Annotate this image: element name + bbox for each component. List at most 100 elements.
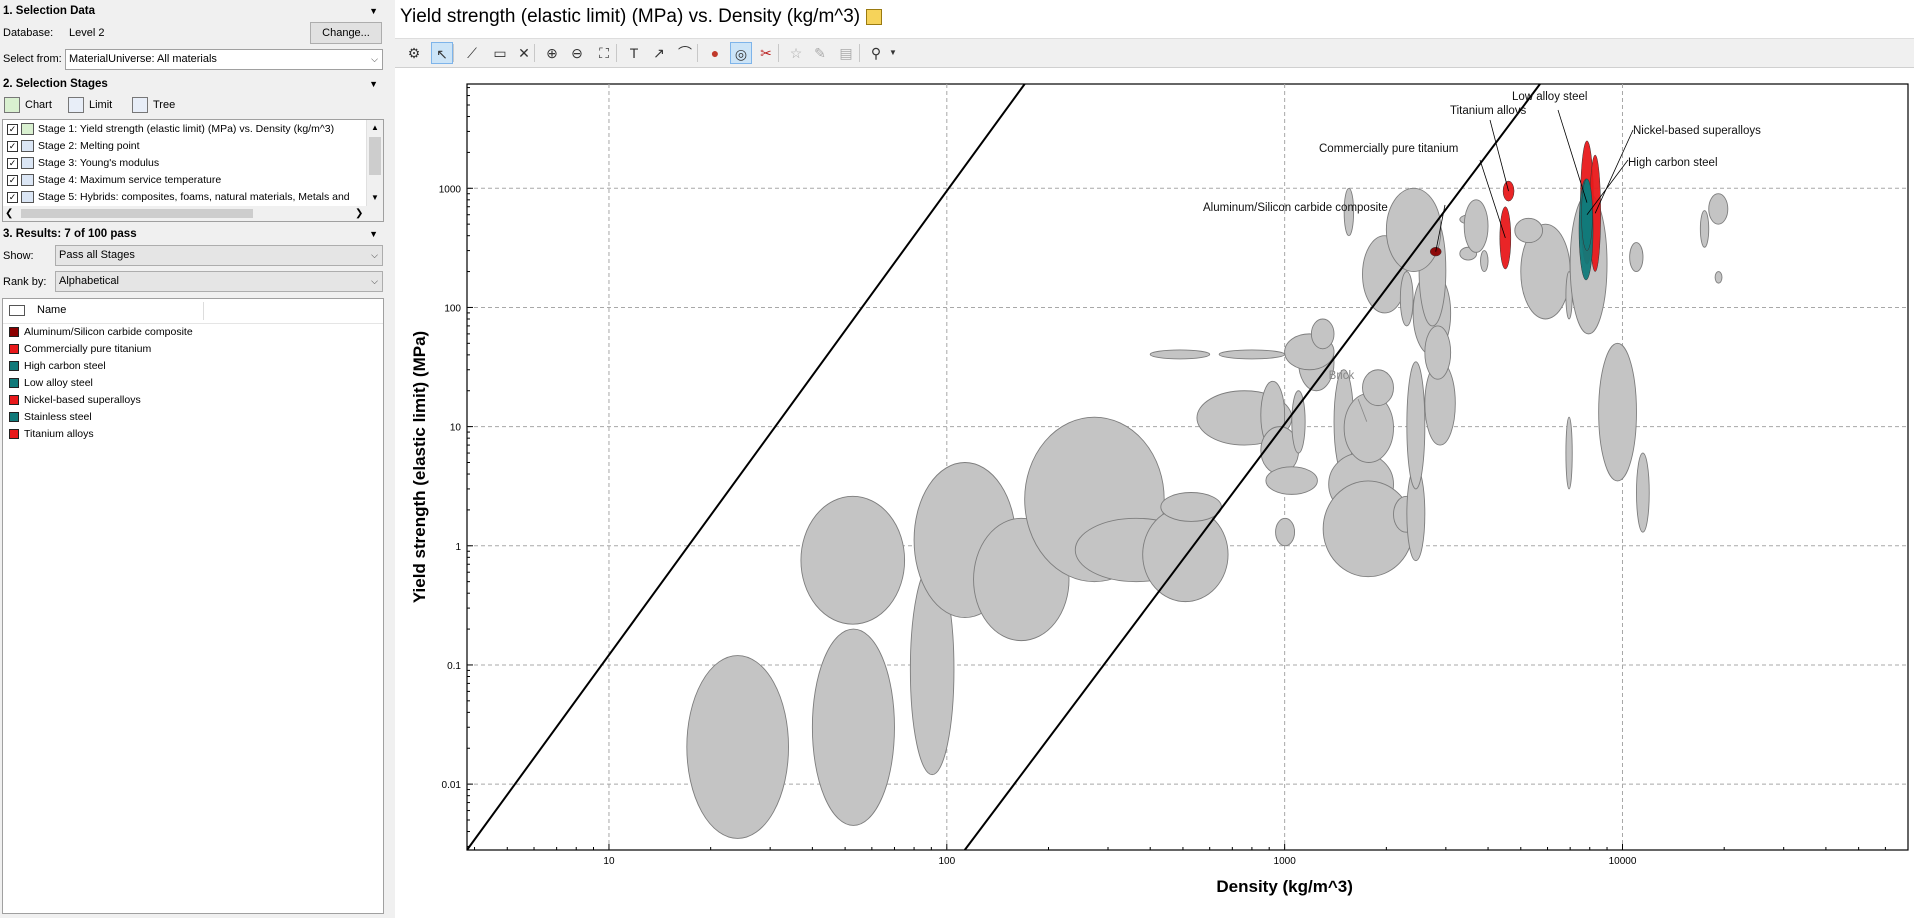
material-bubble[interactable] — [1310, 318, 1335, 350]
select-arrow-icon[interactable]: ↖ — [431, 42, 453, 64]
stage-item[interactable]: ✓ Stage 2: Melting point — [7, 138, 140, 155]
scissors-icon[interactable]: ✂ — [760, 45, 772, 61]
checkbox-checked-icon[interactable]: ✓ — [7, 123, 18, 135]
curve-icon[interactable]: ⌒ — [678, 45, 692, 61]
result-item[interactable]: Commercially pure titanium — [9, 341, 151, 358]
selection-line-icon[interactable]: ⟋ — [467, 45, 477, 61]
material-bubble[interactable] — [1629, 242, 1644, 273]
material-bubble[interactable] — [1218, 349, 1286, 360]
scroll-thumb[interactable] — [21, 209, 253, 218]
chart-stage-button[interactable]: Chart — [4, 95, 52, 115]
stage-item[interactable]: ✓ Stage 1: Yield strength (elastic limit)… — [7, 121, 334, 138]
selection-stages-header[interactable]: 2. Selection Stages ▼ — [0, 75, 386, 93]
text-label-icon[interactable]: T — [629, 45, 639, 61]
results-header[interactable]: 3. Results: 7 of 100 pass ▼ — [0, 225, 386, 243]
material-bubble[interactable] — [1343, 392, 1394, 463]
paint-icon[interactable]: ✎ — [814, 45, 826, 61]
box-select-icon[interactable]: ▭ — [493, 45, 507, 61]
checkbox-checked-icon[interactable]: ✓ — [7, 174, 18, 186]
overlap-icon[interactable]: ◎ — [730, 42, 752, 64]
result-item[interactable]: Low alloy steel — [9, 375, 93, 392]
material-bubble[interactable] — [1699, 210, 1710, 248]
checkbox-checked-icon[interactable]: ✓ — [7, 140, 18, 152]
material-bubble[interactable] — [1598, 342, 1637, 482]
material-bubble[interactable] — [1385, 187, 1442, 273]
material-bubble[interactable] — [1636, 452, 1650, 533]
material-label[interactable]: Commercially pure titanium — [1319, 143, 1458, 155]
highlighted-material-bubble[interactable] — [1429, 246, 1442, 257]
arrow-icon[interactable]: ↗ — [653, 45, 665, 61]
material-bubble[interactable] — [1565, 416, 1573, 490]
selection-guideline[interactable] — [963, 84, 1541, 850]
results-column-header[interactable]: Name — [3, 299, 383, 324]
material-bubble[interactable] — [1480, 250, 1489, 273]
material-bubble[interactable] — [1291, 390, 1306, 454]
material-bubble[interactable] — [1714, 271, 1723, 284]
result-item[interactable]: Nickel-based superalloys — [9, 392, 141, 409]
material-label[interactable]: Nickel-based superalloys — [1633, 125, 1761, 137]
zoom-in-icon[interactable]: ⊕ — [546, 45, 558, 61]
results-list[interactable]: Name Aluminum/Silicon carbide composite C… — [2, 298, 384, 914]
material-bubble[interactable] — [1463, 199, 1489, 253]
selection-data-header[interactable]: 1. Selection Data ▼ — [0, 2, 386, 20]
highlighted-material-bubble[interactable] — [1502, 180, 1515, 202]
scroll-down-icon[interactable]: ▼ — [371, 193, 379, 202]
scroll-thumb[interactable] — [369, 137, 381, 175]
result-item[interactable]: Aluminum/Silicon carbide composite — [9, 324, 193, 341]
color-bubbles-icon[interactable]: ● — [710, 45, 720, 61]
delete-selection-icon[interactable]: ✕ — [518, 45, 530, 61]
stage-item[interactable]: ✓ Stage 3: Young's modulus — [7, 155, 159, 172]
result-item[interactable]: Titanium alloys — [9, 426, 94, 443]
checkbox-checked-icon[interactable]: ✓ — [7, 191, 18, 203]
select-from-dropdown[interactable]: MaterialUniverse: All materials ⌵ — [65, 49, 383, 70]
material-bubble[interactable] — [1406, 361, 1426, 490]
stages-list[interactable]: ✓ Stage 1: Yield strength (elastic limit)… — [2, 119, 384, 222]
material-label[interactable]: Titanium alloys — [1450, 105, 1527, 117]
checkbox-checked-icon[interactable]: ✓ — [7, 157, 18, 169]
edit-pencil-icon[interactable] — [866, 9, 883, 25]
material-bubble[interactable] — [1275, 517, 1296, 547]
chart-svg[interactable]: 10 100 1000 10000 0.01 0.1 1 10 100 1000 Density (… — [395, 72, 1914, 918]
material-label[interactable]: Aluminum/Silicon carbide composite — [1203, 202, 1388, 214]
material-bubble[interactable] — [1362, 369, 1394, 407]
scroll-right-icon[interactable]: ❯ — [355, 208, 364, 219]
stage-item[interactable]: ✓ Stage 5: Hybrids: composites, foams, na… — [7, 189, 350, 206]
material-label[interactable]: Low alloy steel — [1512, 91, 1587, 103]
zoom-out-icon[interactable]: ⊖ — [571, 45, 583, 61]
rank-by-dropdown[interactable]: Alphabetical ⌵ — [55, 271, 383, 292]
collapse-triangle-icon[interactable]: ▼ — [369, 79, 378, 89]
material-bubble[interactable] — [1265, 466, 1318, 495]
material-bubble[interactable] — [811, 628, 895, 826]
material-bubble[interactable] — [1708, 193, 1729, 225]
material-bubble[interactable] — [1399, 271, 1414, 327]
stage-item[interactable]: ✓ Stage 4: Maximum service temperature — [7, 172, 221, 189]
columns-icon[interactable] — [9, 305, 25, 316]
tree-stage-button[interactable]: Tree — [132, 95, 175, 115]
material-bubble[interactable] — [1149, 349, 1211, 360]
favorite-star-icon[interactable]: ☆ — [789, 45, 803, 61]
scroll-left-icon[interactable]: ❮ — [5, 208, 14, 219]
notes-icon[interactable]: ▤ — [839, 45, 853, 61]
change-database-button[interactable]: Change... — [310, 22, 382, 44]
material-bubble[interactable] — [1424, 325, 1452, 380]
selection-guideline[interactable] — [467, 84, 1026, 850]
wizard-icon[interactable]: ⚲ — [870, 45, 882, 61]
material-bubble[interactable] — [800, 495, 906, 625]
wizard-dropdown-icon[interactable]: ▼ — [889, 48, 897, 57]
chart-properties-icon[interactable]: ⚙ — [407, 45, 421, 61]
collapse-triangle-icon[interactable]: ▼ — [369, 6, 378, 16]
stages-horizontal-scrollbar[interactable]: ❮ ❯ — [3, 206, 369, 221]
chart-area[interactable]: 10 100 1000 10000 0.01 0.1 1 10 100 1000 Density (… — [395, 72, 1914, 918]
material-bubble[interactable] — [1343, 187, 1355, 237]
result-item[interactable]: High carbon steel — [9, 358, 106, 375]
result-item[interactable]: Stainless steel — [9, 409, 92, 426]
material-label[interactable]: High carbon steel — [1628, 157, 1718, 169]
stages-vertical-scrollbar[interactable]: ▲ ▼ — [366, 120, 383, 221]
material-bubble[interactable] — [1160, 492, 1222, 522]
scroll-up-icon[interactable]: ▲ — [371, 123, 379, 132]
material-bubble[interactable] — [686, 655, 789, 839]
show-dropdown[interactable]: Pass all Stages ⌵ — [55, 245, 383, 266]
material-bubble[interactable] — [1514, 217, 1544, 244]
limit-stage-button[interactable]: Limit — [68, 95, 112, 115]
collapse-triangle-icon[interactable]: ▼ — [369, 229, 378, 239]
